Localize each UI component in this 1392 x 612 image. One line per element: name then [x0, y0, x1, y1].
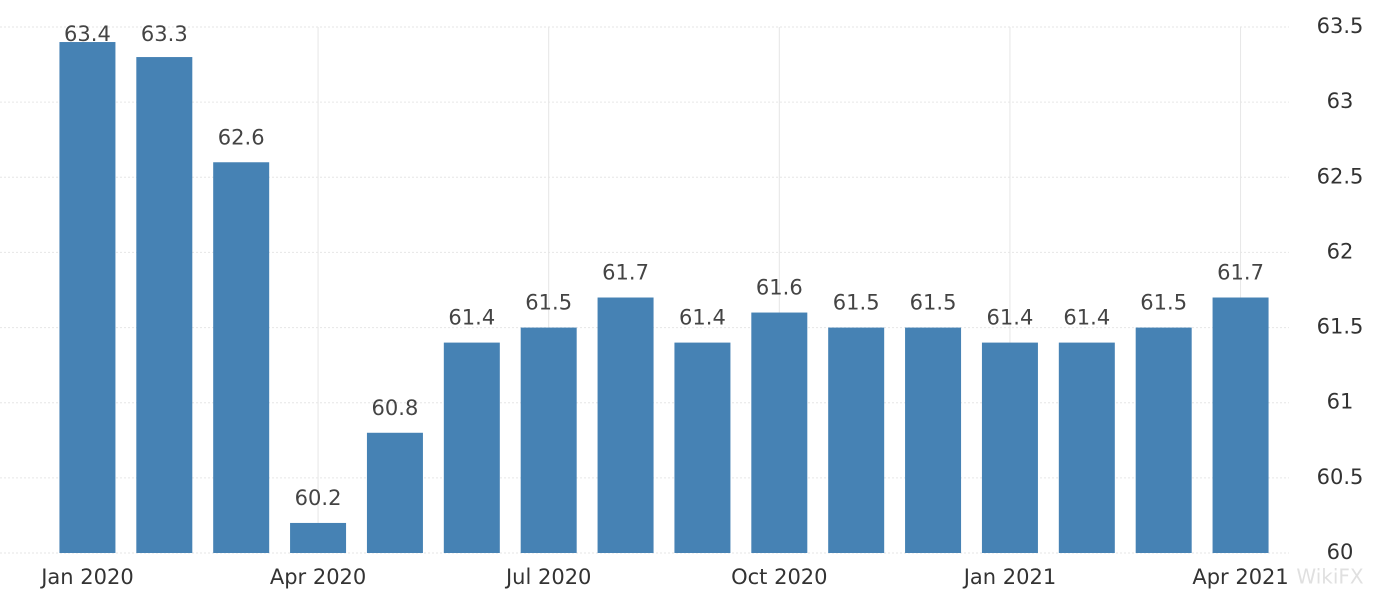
value-label: 61.4 [987, 306, 1034, 330]
bar [213, 162, 270, 553]
value-label: 60.2 [295, 486, 342, 510]
y-tick-label: 62 [1327, 239, 1354, 263]
bar [443, 342, 500, 553]
x-tick-label: Apr 2020 [270, 565, 366, 589]
value-label: 61.7 [602, 261, 649, 285]
x-tick-label: Jul 2020 [504, 565, 591, 589]
bar [597, 297, 654, 553]
value-label: 62.6 [218, 125, 265, 149]
y-tick-label: 60.5 [1317, 465, 1364, 489]
bar [1135, 327, 1192, 553]
value-label: 61.4 [448, 306, 495, 330]
y-tick-label: 60 [1327, 540, 1354, 564]
bar [674, 342, 731, 553]
bar [1058, 342, 1115, 553]
bar [59, 42, 116, 554]
value-label: 60.8 [372, 396, 419, 420]
y-tick-label: 63.5 [1317, 14, 1364, 38]
bar [136, 57, 193, 554]
bar [828, 327, 885, 553]
bar [981, 342, 1038, 553]
value-label: 61.4 [1063, 306, 1110, 330]
bar [366, 432, 423, 553]
value-label: 61.4 [679, 306, 726, 330]
value-label: 61.5 [910, 291, 957, 315]
value-label: 63.4 [64, 22, 111, 46]
x-tick-label: Jan 2021 [962, 565, 1057, 589]
y-tick-label: 63 [1327, 89, 1354, 113]
x-tick-label: Jan 2020 [39, 565, 134, 589]
y-tick-label: 61 [1327, 390, 1354, 414]
value-label: 61.5 [525, 291, 572, 315]
y-tick-label: 61.5 [1317, 315, 1364, 339]
bar [905, 327, 962, 553]
bar [751, 312, 808, 553]
value-label: 61.5 [833, 291, 880, 315]
y-tick-label: 62.5 [1317, 164, 1364, 188]
watermark: WikiFX [1296, 565, 1364, 589]
x-tick-label: Apr 2021 [1192, 565, 1288, 589]
value-label: 61.5 [1140, 291, 1187, 315]
bar [520, 327, 577, 553]
value-label: 61.6 [756, 276, 803, 300]
value-label: 63.3 [141, 22, 188, 46]
x-tick-label: Oct 2020 [731, 565, 827, 589]
value-label: 61.7 [1217, 261, 1264, 285]
bar [290, 522, 347, 553]
bar [1212, 297, 1269, 553]
